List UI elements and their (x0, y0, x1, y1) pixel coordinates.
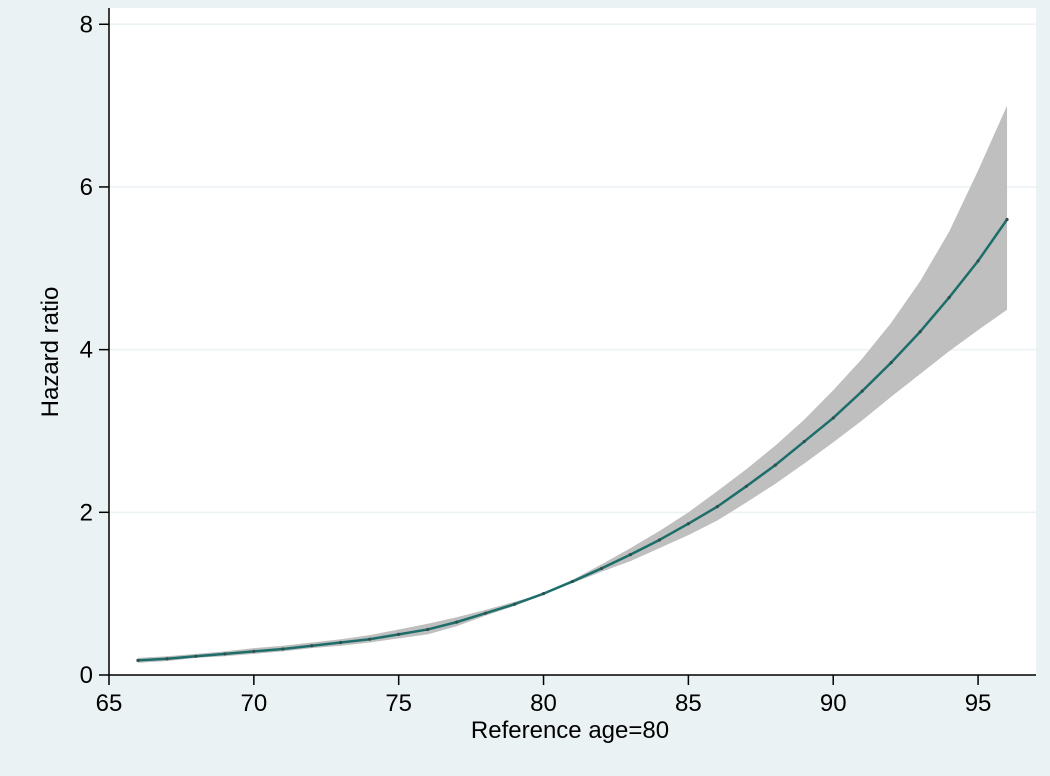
data-point-9 (397, 632, 401, 636)
y-tick-label-3: 6 (80, 174, 93, 201)
x-tick-label-0: 65 (96, 690, 123, 717)
data-point-23 (802, 439, 806, 444)
data-point-13 (512, 602, 517, 606)
data-point-25 (860, 389, 864, 393)
y-axis-label: Hazard ratio (37, 287, 64, 418)
x-tick-layer: 65 70 75 80 85 90 95 (96, 675, 992, 717)
data-point-21 (744, 484, 748, 488)
y-tick-label-1: 2 (80, 499, 93, 526)
axes-layer (108, 8, 1036, 676)
data-point-20 (715, 505, 719, 509)
data-point-10 (426, 627, 430, 632)
data-point-22 (773, 463, 777, 467)
data-point-29 (976, 259, 980, 263)
data-point-16 (599, 566, 604, 571)
data-point-3 (223, 652, 227, 656)
data-point-8 (368, 637, 372, 641)
data-point-27 (918, 330, 922, 334)
data-point-19 (686, 522, 690, 526)
x-axis-label: Reference age=80 (471, 717, 669, 744)
data-point-7 (339, 640, 343, 645)
data-point-6 (310, 644, 314, 648)
data-point-30 (1005, 217, 1009, 222)
y-tick-label-0: 0 (80, 662, 93, 689)
x-tick-label-5: 90 (820, 690, 847, 717)
data-point-2 (194, 654, 198, 658)
data-point-28 (947, 295, 951, 300)
data-point-14 (541, 592, 546, 596)
data-point-12 (483, 611, 488, 615)
data-point-24 (831, 416, 835, 420)
hazard-line-layer (136, 217, 1009, 662)
x-tick-label-4: 85 (675, 690, 702, 717)
data-point-4 (252, 649, 256, 654)
data-point-0 (136, 658, 140, 662)
y-tick-layer: 0 2 4 6 8 (80, 11, 109, 689)
data-point-17 (628, 553, 633, 557)
x-tick-label-3: 80 (530, 690, 557, 717)
y-tick-label-2: 4 (80, 337, 93, 364)
data-point-11 (455, 620, 459, 624)
data-point-26 (889, 361, 893, 365)
data-point-5 (281, 647, 285, 651)
data-point-15 (570, 579, 575, 584)
grid-layer (109, 23, 1036, 514)
data-point-1 (165, 657, 169, 661)
x-tick-label-2: 75 (385, 690, 412, 717)
x-tick-label-6: 95 (965, 690, 992, 717)
x-tick-label-1: 70 (240, 690, 267, 717)
y-tick-label-4: 8 (80, 11, 93, 38)
data-point-18 (657, 538, 662, 542)
